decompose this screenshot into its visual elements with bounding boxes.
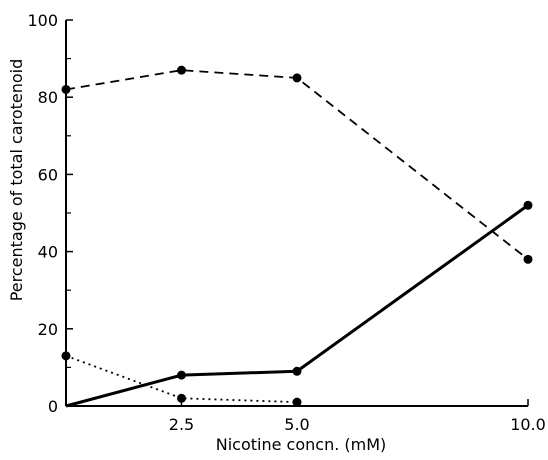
data-point-dashed (61, 84, 71, 94)
points-layer (61, 65, 533, 407)
data-point-dotted (292, 397, 302, 407)
data-point-dashed (292, 73, 302, 83)
data-point-solid (523, 200, 533, 210)
series-line-solid (65, 204, 529, 408)
y-tick-label: 100 (27, 11, 58, 30)
y-tick-label: 40 (38, 243, 58, 262)
y-tick-label: 80 (38, 88, 58, 107)
x-tick-label: 2.5 (169, 415, 194, 434)
series-line-dashed (65, 69, 529, 261)
y-tick-label: 20 (38, 320, 58, 339)
x-tick-label: 5.0 (284, 415, 309, 434)
series-layer (65, 69, 529, 408)
y-axis-title: Percentage of total carotenoid (7, 59, 26, 302)
data-point-dotted (177, 393, 186, 403)
x-tick-label: 10.0 (510, 415, 546, 434)
data-point-dotted (61, 351, 71, 361)
y-tick-label: 0 (48, 397, 58, 416)
data-point-solid (292, 366, 302, 376)
data-point-solid (177, 370, 186, 380)
data-point-dashed (523, 254, 533, 264)
x-axis-title: Nicotine concn. (mM) (216, 435, 387, 454)
axes: 0 20 40 60 80 100 2.5 5.0 10.0 (27, 11, 545, 434)
y-tick-label: 60 (38, 165, 58, 184)
data-point-dashed (177, 65, 186, 75)
